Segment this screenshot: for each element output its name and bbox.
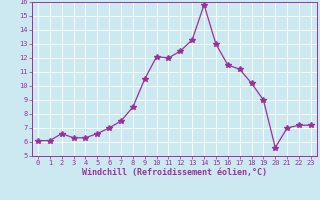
X-axis label: Windchill (Refroidissement éolien,°C): Windchill (Refroidissement éolien,°C) bbox=[82, 168, 267, 177]
